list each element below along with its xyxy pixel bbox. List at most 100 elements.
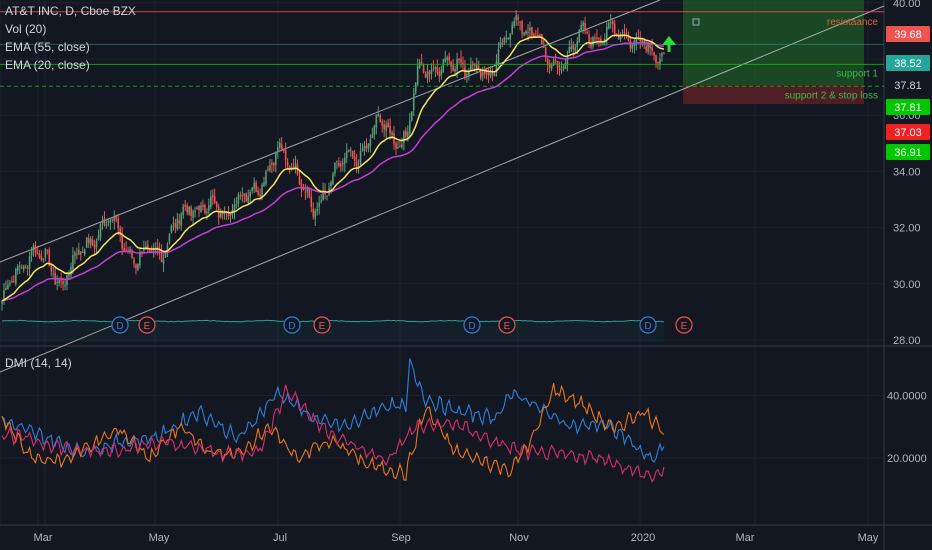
candle-body [111,218,114,221]
candle-body [32,245,35,251]
candle-body [294,162,297,169]
candle-body [369,139,372,146]
candle-body [619,34,622,40]
candle-body [361,149,364,151]
candle-body [334,162,336,174]
candle-body [523,32,525,35]
candle-body [44,248,47,258]
candle-body [363,145,366,152]
dmi-line-dmi_minus [1,382,665,481]
candle-body [286,161,289,166]
candle-body [584,22,586,31]
candle-body [210,196,212,208]
candle-body [659,58,661,65]
candle-body [408,120,411,134]
candle-body [442,59,445,72]
candle-body [481,72,484,77]
candle-body [438,71,441,77]
candle-body [26,267,29,269]
dividend-marker: D [639,316,657,334]
candle-body [621,34,624,36]
candle-body [525,31,527,34]
candle-body [139,251,141,266]
legend-dmi[interactable]: DMI (14, 14) [5,356,72,370]
candle-body [202,205,204,207]
earnings-marker: E [498,316,516,334]
candle-body [34,246,37,254]
dmi-tick-label: 40.0000 [887,391,927,403]
candle-body [379,115,382,123]
dividend-circle [463,316,481,334]
candle-body [499,41,502,48]
candle-body [318,202,320,208]
candle-body [542,45,545,48]
candle-body [292,166,295,169]
candle-body [22,266,25,270]
candle-body [278,142,281,148]
candle-body [424,73,427,78]
candle-body [631,45,634,49]
candle-body [168,233,171,243]
candle-body [188,206,190,215]
earnings-circle [138,316,156,334]
candle-body [308,189,311,197]
candle-body [560,69,563,71]
candle-body [50,266,53,272]
candle-body [416,65,419,85]
time-tick-label: Sep [391,532,411,544]
candle-body [405,130,407,137]
candle-body [605,26,608,39]
candle-body [131,250,133,258]
candle-body [125,249,127,251]
ema-20-line [1,34,665,302]
candle-body [446,57,449,60]
candle-body [588,34,590,43]
earnings-label: E [144,321,151,332]
candle-body [432,68,435,70]
candle-body [657,62,659,64]
candle-body [13,281,15,283]
candle-body [533,34,535,37]
candle-body [206,211,208,213]
candle-body [466,74,468,76]
event-markers: D D D DE E E E [111,316,693,334]
candle-body [251,187,253,191]
candle-body [312,208,315,217]
time-tick-label: May [149,532,170,544]
candle-body [558,66,561,71]
candle-body [365,145,368,149]
candle-body [180,213,183,226]
candle-body [198,205,200,211]
candle-body [359,150,362,165]
legend-ema-20[interactable]: EMA (20, close) [5,58,90,72]
candle-body [483,71,486,74]
candle-body [184,204,187,207]
candle-body [83,249,86,255]
candle-body [263,182,265,186]
candle-body [355,161,358,167]
candle-body [241,195,244,197]
candle-body [48,249,51,267]
dmi-line-adx [1,384,665,483]
time-tick-label: Nov [509,532,529,544]
time-tick-label: Mar [34,532,53,544]
candle-body [544,47,547,58]
candle-body [176,218,179,230]
chart-title[interactable]: AT&T INC, D, Cboe BZX [5,4,136,18]
candle-body [121,233,123,249]
candle-body [239,195,242,197]
candle-body [477,66,480,68]
price-badge: 36.91 [886,144,930,160]
candle-body [38,253,41,258]
candle-body [288,166,291,170]
candle-body [259,194,261,196]
candle-body [76,253,78,255]
legend-ema-55[interactable]: EMA (55, close) [5,40,90,54]
legend-volume[interactable]: Vol (20) [5,22,47,36]
candle-body [395,143,397,149]
earnings-label: E [319,321,326,332]
candle-body [371,134,374,138]
earnings-label: E [504,321,511,332]
candle-body [426,71,429,79]
